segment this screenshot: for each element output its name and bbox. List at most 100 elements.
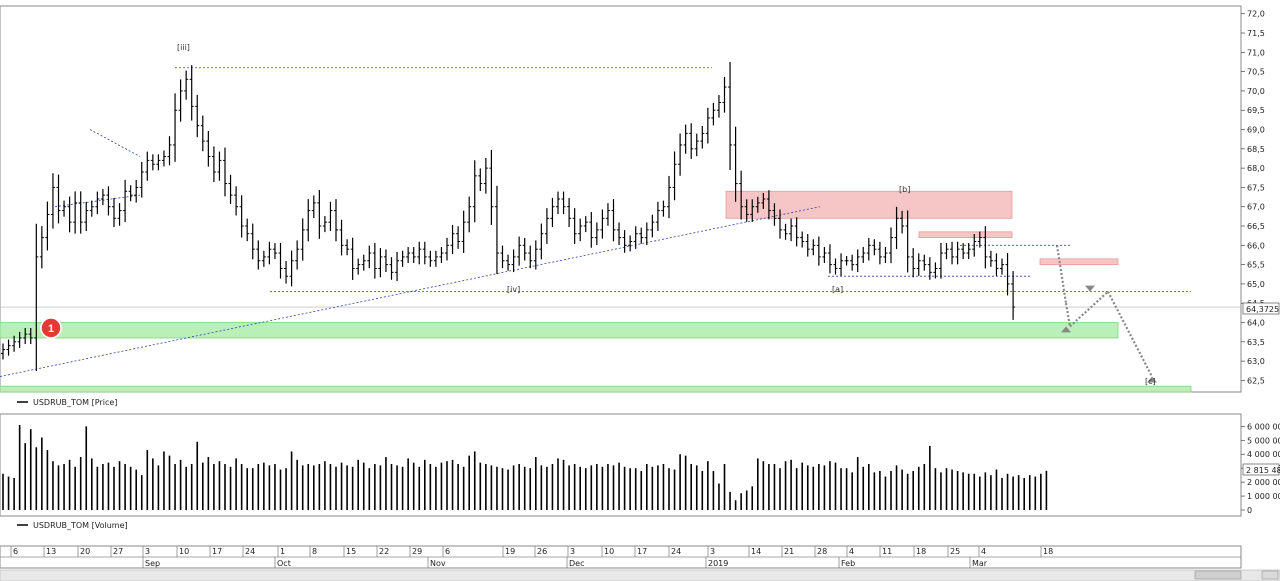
price-bar	[850, 254, 855, 271]
last-volume-label: 2 815 48	[1246, 466, 1280, 475]
price-bar	[550, 197, 555, 228]
price-bar	[572, 208, 577, 244]
volume-tick-label: 1 000 000	[1247, 492, 1280, 501]
price-bar	[156, 154, 161, 171]
price-bar	[39, 226, 44, 269]
price-bar	[494, 185, 499, 274]
price-bar	[517, 236, 522, 266]
price-bar	[583, 216, 588, 233]
day-tick-label: 26	[537, 547, 547, 556]
price-bar	[711, 102, 716, 126]
price-bar	[228, 174, 233, 204]
price-bar	[905, 210, 910, 273]
price-bar	[350, 237, 355, 280]
price-bar	[322, 216, 327, 233]
price-bar	[911, 248, 916, 278]
volume-tick-label: 5 000 000	[1247, 436, 1280, 445]
price-bar	[178, 79, 183, 122]
price-bar	[861, 246, 866, 263]
day-tick-label: 19	[505, 547, 515, 556]
price-bar	[789, 218, 794, 242]
price-bar	[761, 192, 766, 209]
price-bar	[284, 261, 289, 284]
price-bar	[605, 203, 610, 226]
day-tick-label: 21	[784, 547, 794, 556]
price-bar	[367, 245, 372, 269]
price-bar	[678, 133, 683, 176]
price-tick-label: 68,5	[1247, 145, 1265, 154]
price-tick-label: 70,5	[1247, 68, 1265, 77]
price-bar	[766, 190, 771, 220]
price-bar	[267, 241, 272, 265]
price-bar	[361, 254, 366, 271]
price-bar	[123, 179, 128, 223]
month-tick-label: 2019	[708, 559, 728, 568]
price-bar	[900, 210, 905, 234]
price-bar	[261, 250, 266, 267]
volume-tick-label: 4 000 000	[1247, 450, 1280, 459]
price-bar	[472, 160, 477, 223]
price-tick-label: 65,0	[1247, 280, 1265, 289]
day-tick-label: 15	[346, 547, 356, 556]
price-bar	[506, 254, 511, 271]
price-bar	[256, 240, 261, 270]
day-tick-label: 11	[882, 547, 892, 556]
day-tick-label: 4	[981, 547, 986, 556]
price-projection	[1055, 245, 1157, 383]
price-bar	[167, 136, 172, 166]
price-bar	[50, 173, 55, 229]
price-bar	[378, 248, 383, 278]
price-bar	[417, 241, 422, 265]
price-bar	[295, 240, 300, 270]
price-bar	[1011, 271, 1016, 320]
month-tick-label: Oct	[277, 559, 291, 568]
price-bar	[650, 214, 655, 238]
price-bar	[500, 245, 505, 269]
volume-legend-text: USDRUB_TOM [Volume]	[33, 521, 128, 530]
price-bar	[112, 197, 116, 228]
marker-1: 1	[40, 317, 62, 339]
price-bar	[489, 149, 494, 225]
resistance-zone-b	[725, 190, 1013, 219]
price-bar	[822, 246, 827, 263]
price-bar	[628, 235, 633, 252]
price-bar	[983, 226, 988, 269]
price-bar	[184, 70, 189, 100]
month-ticks: Sep Oct Nov Dec 2019 Feb Mar	[142, 557, 988, 568]
price-bar	[872, 239, 877, 256]
price-bar	[356, 258, 361, 275]
price-bar	[728, 62, 733, 170]
price-bar	[877, 241, 882, 265]
price-bar	[428, 250, 433, 267]
price-bar	[916, 253, 921, 276]
support-zone-green-bottom	[0, 385, 1192, 393]
scrollbar-right-button[interactable]	[1261, 570, 1279, 580]
price-bar	[106, 186, 111, 216]
price-bar	[744, 199, 749, 222]
price-bar	[833, 258, 838, 275]
horizontal-scrollbar[interactable]	[0, 569, 1280, 581]
price-bar	[195, 94, 200, 138]
month-tick-label: Sep	[145, 559, 160, 568]
day-tick-label: 10	[604, 547, 614, 556]
day-tick-label: 6	[13, 547, 18, 556]
price-bar	[827, 244, 832, 274]
wave-label-c: [c]	[1145, 377, 1156, 386]
price-bar	[411, 246, 416, 263]
price-bar	[433, 250, 438, 267]
volume-legend: USDRUB_TOM [Volume]	[17, 521, 128, 530]
scrollbar-thumb[interactable]	[1194, 570, 1242, 580]
price-tick-label: 63,5	[1247, 338, 1265, 347]
price-bar	[383, 249, 388, 273]
price-bar	[883, 246, 888, 263]
price-bar	[805, 234, 810, 257]
price-bar	[56, 174, 61, 224]
price-bar	[533, 240, 538, 270]
price-bar	[206, 130, 211, 167]
price-tick-label: 68,0	[1247, 164, 1265, 173]
price-bar	[100, 189, 105, 206]
month-tick-label: Nov	[430, 559, 446, 568]
price-bar	[739, 170, 744, 220]
price-tick-label: 65,5	[1247, 261, 1265, 270]
projection-arrowhead	[1061, 326, 1071, 333]
